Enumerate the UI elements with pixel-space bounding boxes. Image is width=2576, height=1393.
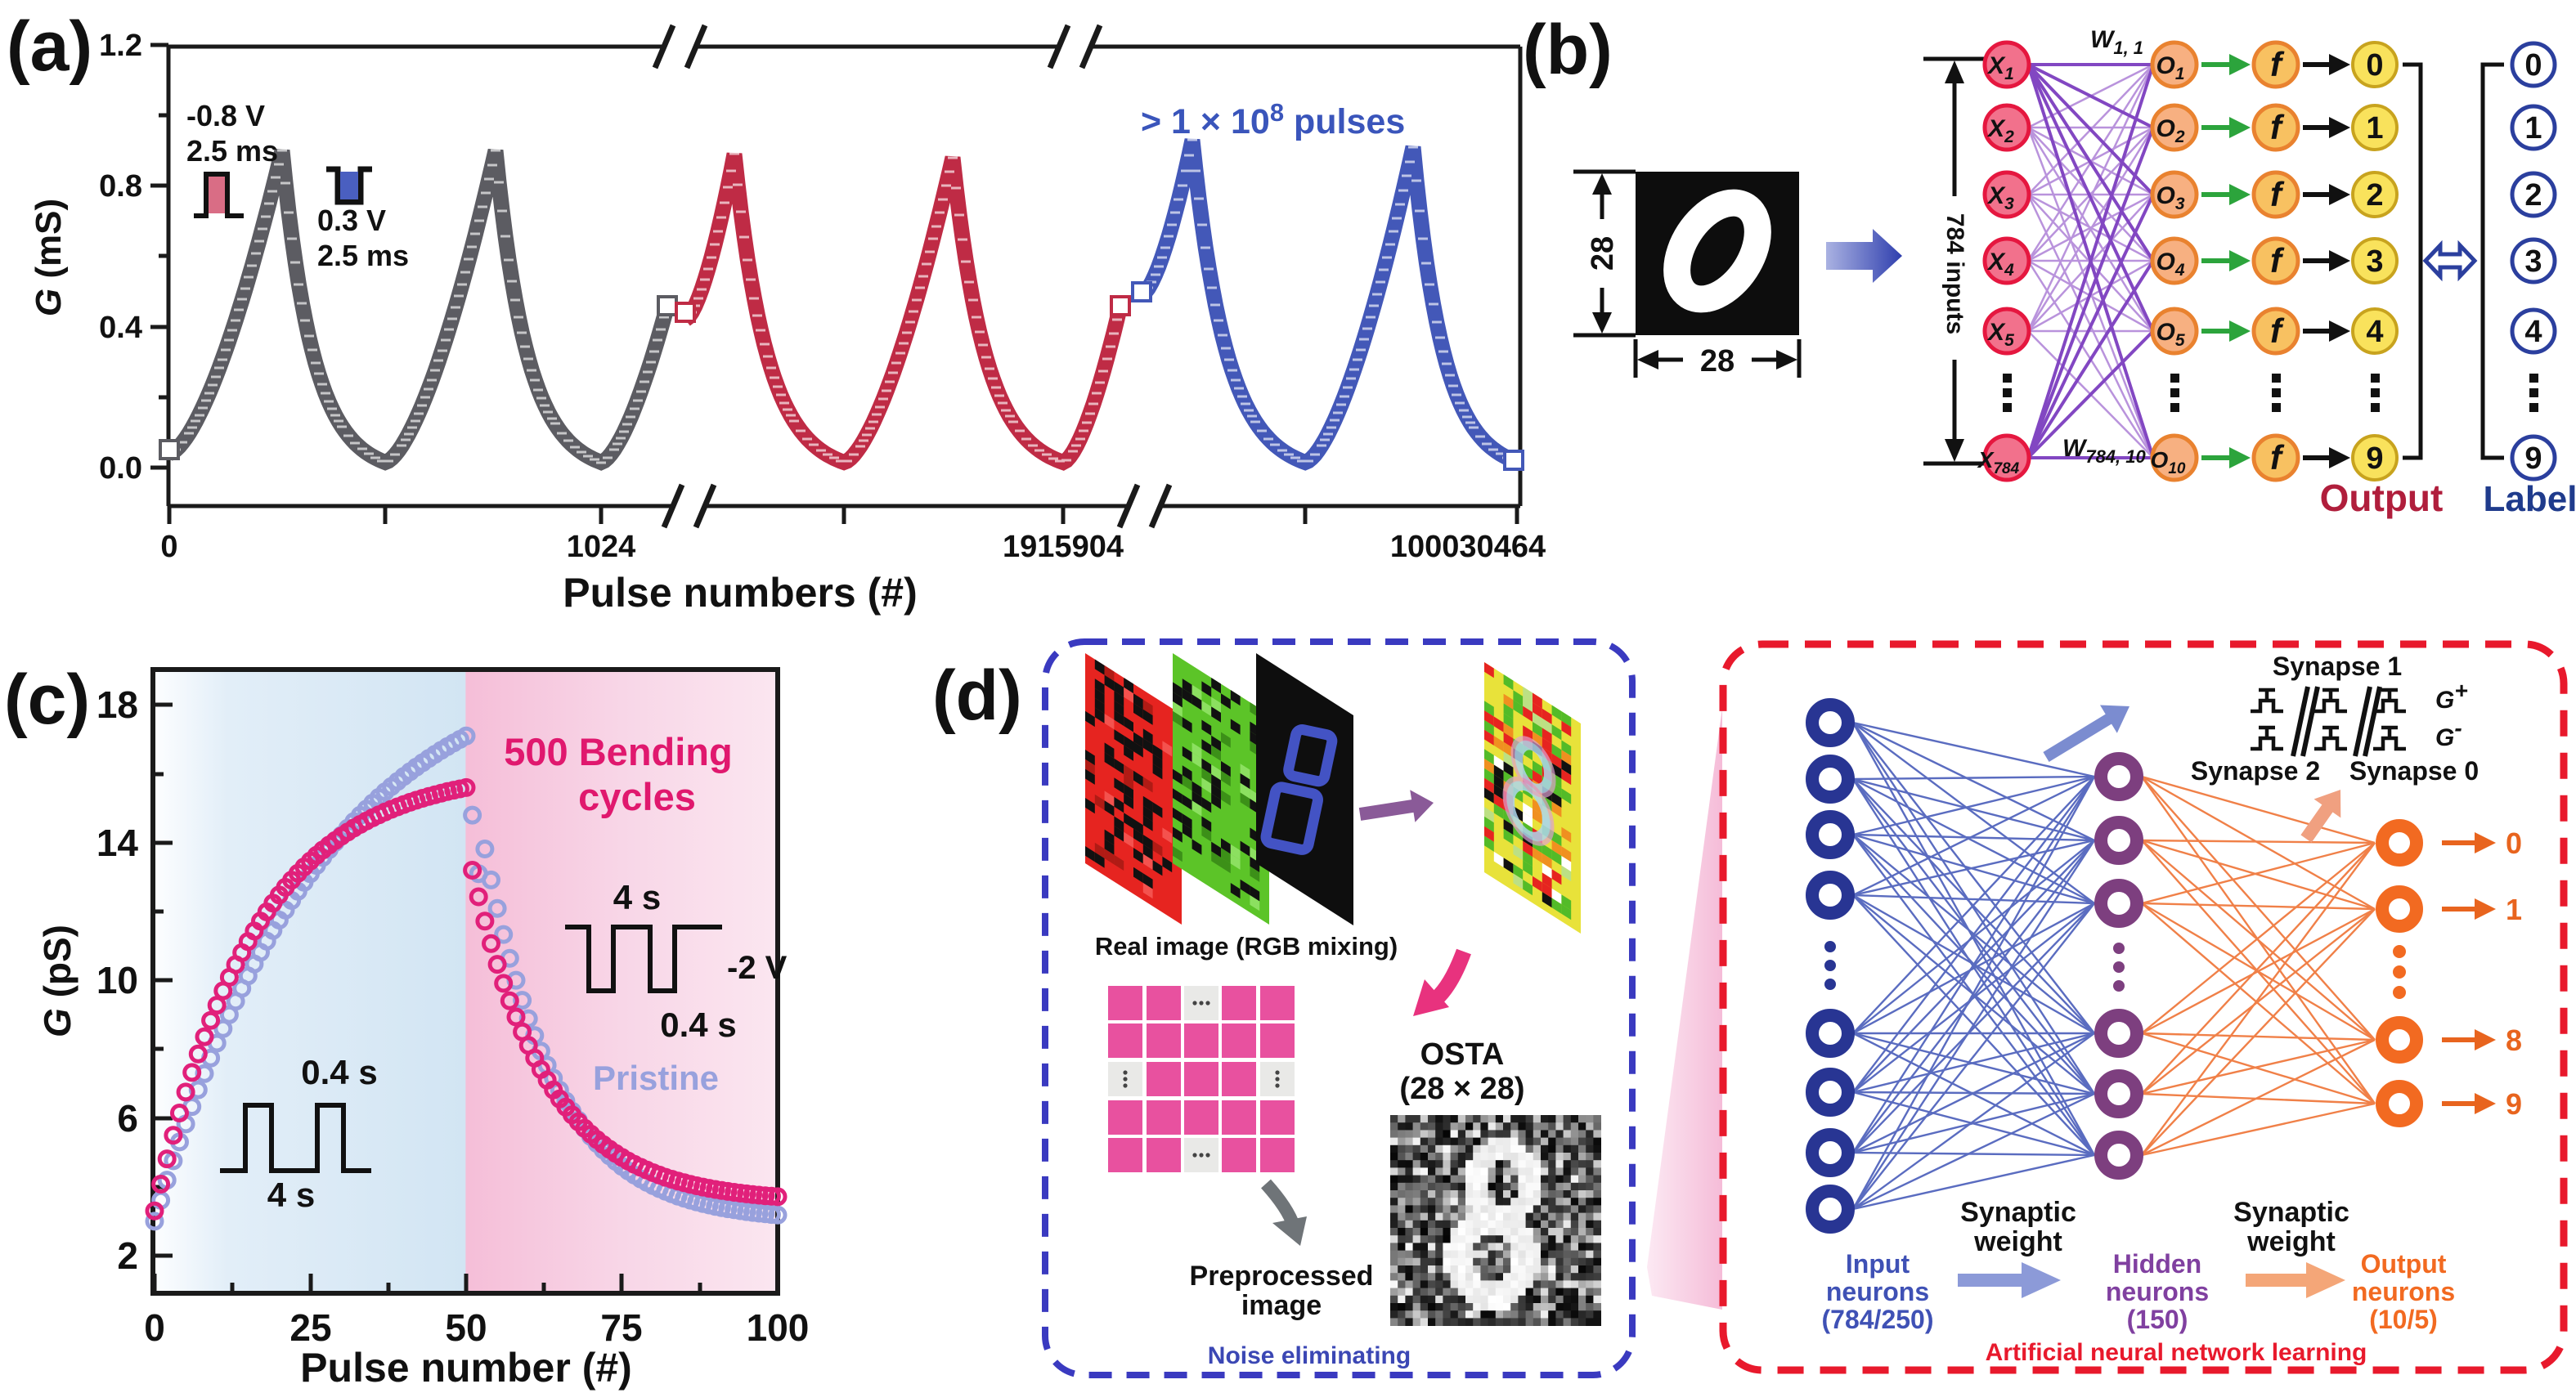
svg-text:Pristine: Pristine (593, 1059, 719, 1097)
svg-text:1915904: 1915904 (1003, 530, 1124, 564)
svg-text:9: 9 (2506, 1087, 2522, 1121)
svg-text:1: 1 (2506, 893, 2522, 926)
svg-text:f: f (2270, 108, 2285, 146)
svg-text:1: 1 (2366, 111, 2383, 146)
svg-text:2: 2 (2524, 178, 2542, 213)
svg-text:Preprocessed: Preprocessed (1190, 1261, 1374, 1292)
svg-text:9: 9 (2524, 441, 2542, 476)
svg-text:Input: Input (1846, 1249, 1910, 1279)
svg-text:10: 10 (96, 959, 138, 1001)
svg-text:0: 0 (2524, 48, 2542, 83)
svg-text:25: 25 (289, 1306, 331, 1349)
svg-text:Synapse 1: Synapse 1 (2273, 652, 2402, 681)
svg-text:6: 6 (117, 1097, 138, 1140)
svg-text:neurons: neurons (1826, 1277, 1929, 1306)
svg-text:0.4 s: 0.4 s (301, 1053, 377, 1091)
svg-text:f: f (2270, 241, 2285, 280)
svg-text:Real image (RGB mixing): Real image (RGB mixing) (1095, 932, 1398, 961)
svg-text:500 Bending: 500 Bending (504, 730, 732, 773)
svg-text:G (pS): G (pS) (36, 925, 79, 1037)
svg-text:Synaptic: Synaptic (2233, 1197, 2349, 1228)
svg-text:Label: Label (2484, 479, 2576, 519)
svg-text:Pulse numbers (#): Pulse numbers (#) (563, 570, 917, 616)
svg-text:neurons: neurons (2352, 1277, 2455, 1306)
svg-text:Artificial neural network lear: Artificial neural network learning (1986, 1339, 2367, 1366)
svg-text:(10/5): (10/5) (2369, 1305, 2438, 1334)
svg-text:0: 0 (2366, 48, 2383, 83)
svg-text:1: 1 (2524, 111, 2542, 146)
svg-text:3: 3 (2524, 244, 2542, 279)
svg-text:weight: weight (1973, 1226, 2062, 1257)
svg-text:(150): (150) (2127, 1305, 2188, 1334)
svg-text:Hidden: Hidden (2113, 1249, 2201, 1279)
svg-text:0.3 V: 0.3 V (317, 204, 386, 237)
svg-text:784 inputs: 784 inputs (1941, 213, 1968, 334)
svg-text:cycles: cycles (578, 775, 696, 818)
svg-text:Pulse number (#): Pulse number (#) (300, 1345, 632, 1391)
svg-text:weight: weight (2246, 1226, 2336, 1257)
svg-text:8: 8 (2506, 1023, 2522, 1057)
svg-text:1024: 1024 (567, 530, 636, 564)
svg-text:50: 50 (445, 1306, 487, 1349)
svg-text:28: 28 (1700, 344, 1735, 378)
svg-text:Synapse 2: Synapse 2 (2191, 756, 2320, 786)
svg-text:100030464: 100030464 (1390, 530, 1546, 564)
svg-text:75: 75 (600, 1306, 642, 1349)
svg-text:100: 100 (747, 1306, 810, 1349)
svg-text:O4: O4 (2156, 249, 2184, 280)
svg-text:X3: X3 (1986, 182, 2014, 213)
svg-text:(a): (a) (7, 7, 92, 86)
svg-text:4 s: 4 s (267, 1176, 315, 1214)
svg-text:f: f (2270, 438, 2285, 477)
svg-text:0: 0 (144, 1306, 165, 1349)
svg-text:0: 0 (160, 530, 177, 564)
svg-text:Synaptic: Synaptic (1960, 1197, 2076, 1228)
svg-text:4: 4 (2366, 315, 2383, 349)
svg-text:(b): (b) (1523, 11, 1613, 89)
svg-text:(d): (d) (932, 656, 1022, 735)
svg-text:3: 3 (2366, 244, 2383, 279)
svg-text:2.5 ms: 2.5 ms (186, 134, 278, 168)
svg-text:O10: O10 (2151, 447, 2186, 477)
svg-text:2: 2 (117, 1234, 138, 1277)
svg-text:-2 V: -2 V (727, 950, 788, 986)
svg-text:f: f (2270, 175, 2285, 213)
svg-text:0: 0 (2506, 826, 2522, 860)
svg-text:image: image (1241, 1290, 1322, 1321)
svg-text:O5: O5 (2156, 319, 2184, 350)
svg-text:14: 14 (96, 822, 139, 864)
svg-text:(784/250): (784/250) (1822, 1305, 1934, 1334)
svg-text:0.4 s: 0.4 s (660, 1006, 736, 1044)
svg-text:Output: Output (2361, 1249, 2447, 1279)
svg-text:OSTA: OSTA (1420, 1037, 1505, 1072)
svg-text:neurons: neurons (2106, 1277, 2209, 1306)
svg-text:18: 18 (96, 683, 138, 726)
svg-text:-0.8 V: -0.8 V (186, 99, 265, 132)
svg-text:X1: X1 (1986, 52, 2014, 83)
svg-text:2.5 ms: 2.5 ms (317, 239, 409, 272)
svg-text:0.8: 0.8 (99, 169, 142, 204)
svg-text:(c): (c) (4, 661, 90, 739)
svg-text:f: f (2270, 45, 2285, 83)
svg-text:4 s: 4 s (613, 878, 661, 916)
svg-text:2: 2 (2366, 178, 2383, 213)
svg-text:(28 × 28): (28 × 28) (1399, 1072, 1524, 1106)
svg-text:f: f (2270, 311, 2285, 350)
svg-text:Synapse 0: Synapse 0 (2349, 756, 2479, 786)
svg-text:0.4: 0.4 (99, 311, 142, 345)
svg-text:Output: Output (2320, 477, 2444, 519)
svg-text:4: 4 (2524, 315, 2542, 349)
svg-text:1.2: 1.2 (99, 29, 142, 63)
svg-text:9: 9 (2366, 441, 2383, 476)
svg-text:28: 28 (1586, 236, 1620, 271)
svg-text:G (mS): G (mS) (29, 199, 69, 316)
svg-text:Noise eliminating: Noise eliminating (1208, 1342, 1411, 1369)
svg-text:0.0: 0.0 (99, 451, 142, 486)
